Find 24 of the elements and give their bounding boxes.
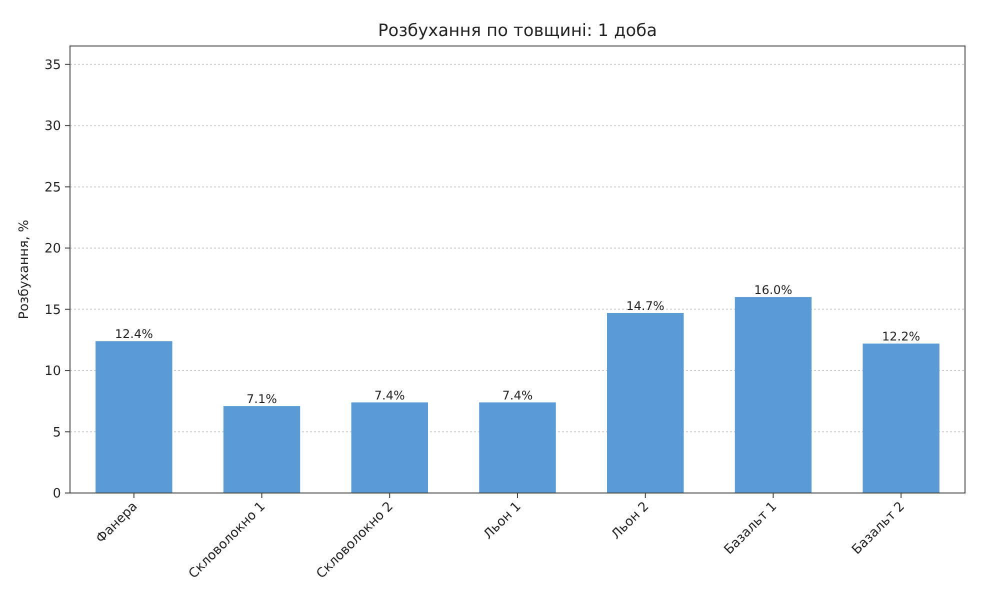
data-label: 7.1% <box>246 392 278 406</box>
y-tick-label: 15 <box>44 302 61 318</box>
bar <box>223 406 300 493</box>
y-tick-label: 35 <box>44 58 61 73</box>
data-label: 12.4% <box>114 327 153 342</box>
y-tick-label: 30 <box>44 119 61 134</box>
data-label: 16.0% <box>754 283 792 298</box>
bar <box>96 341 172 493</box>
data-label: 7.4% <box>502 388 533 402</box>
bar <box>479 402 556 493</box>
chart-title: Розбухання по товщині: 1 доба <box>378 21 658 41</box>
y-tick-label: 20 <box>44 242 61 257</box>
data-label: 7.4% <box>374 388 405 402</box>
bar <box>862 344 940 493</box>
bar <box>607 312 684 493</box>
y-tick-label: 0 <box>52 486 61 502</box>
y-tick-label: 5 <box>52 425 61 440</box>
y-tick-label: 25 <box>44 180 61 196</box>
data-label: 14.7% <box>626 298 664 313</box>
bar <box>734 297 812 493</box>
data-label: 12.2% <box>882 330 920 344</box>
y-tick-label: 10 <box>44 364 61 380</box>
y-axis-title: Розбухання, % <box>17 220 32 320</box>
bar <box>351 402 428 493</box>
